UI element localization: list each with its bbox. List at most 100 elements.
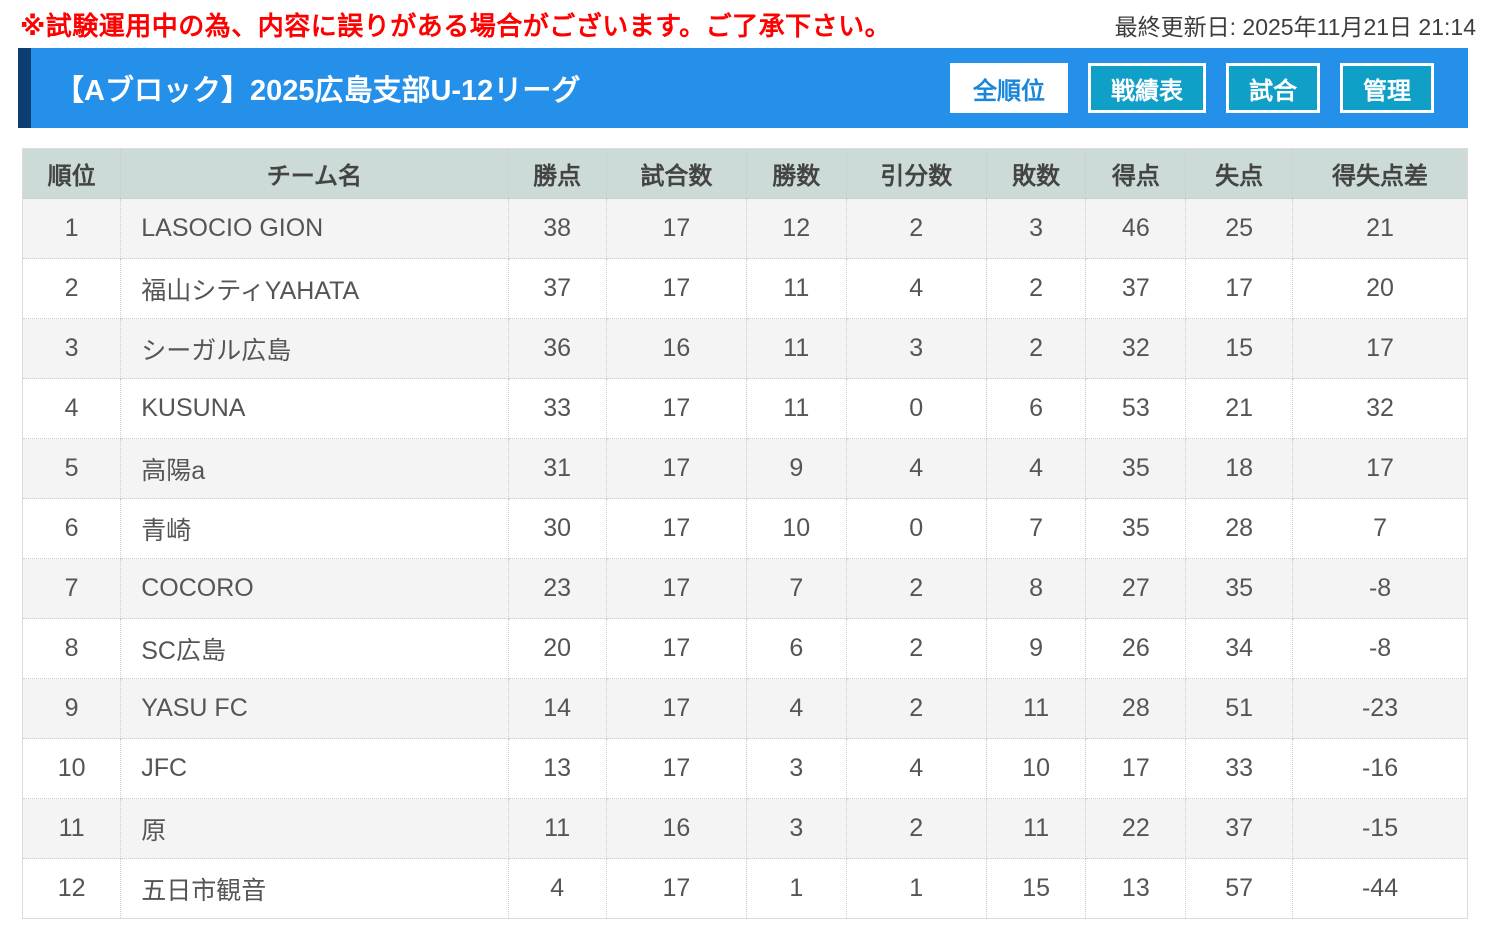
- tab-all-rankings[interactable]: 全順位: [950, 63, 1068, 113]
- stat-cell: -8: [1292, 558, 1468, 619]
- rank-cell: 8: [21, 618, 122, 679]
- league-title-bar: 【Aブロック】2025広島支部U-12リーグ 全順位 戦績表 試合 管理: [18, 48, 1468, 128]
- stat-cell: 4: [745, 678, 847, 739]
- stat-cell: 7: [745, 558, 847, 619]
- stat-cell: 32: [1085, 318, 1187, 379]
- column-header: 引分数: [845, 148, 987, 199]
- rank-cell: 10: [21, 738, 122, 799]
- stat-cell: 17: [605, 258, 747, 319]
- stat-cell: 2: [845, 798, 987, 859]
- stat-cell: 6: [745, 618, 847, 679]
- stat-cell: 17: [605, 558, 747, 619]
- stat-cell: 17: [605, 678, 747, 739]
- column-header: 失点: [1185, 148, 1294, 199]
- stat-cell: 46: [1085, 198, 1187, 259]
- stat-cell: 57: [1185, 858, 1294, 919]
- table-row: 10 JFC 13 17 3 4 10 17 33 -16: [21, 738, 1468, 799]
- stat-cell: 17: [605, 858, 747, 919]
- stat-cell: 8: [985, 558, 1087, 619]
- rank-cell: 1: [21, 198, 122, 259]
- column-header: 敗数: [985, 148, 1087, 199]
- stat-cell: 0: [845, 498, 987, 559]
- team-name-cell: 高陽a: [120, 438, 509, 499]
- stat-cell: 11: [745, 378, 847, 439]
- stat-cell: 2: [845, 678, 987, 739]
- stat-cell: 10: [745, 498, 847, 559]
- table-row: 9 YASU FC 14 17 4 2 11 28 51 -23: [21, 678, 1468, 739]
- table-row: 2 福山シティYAHATA 37 17 11 4 2 37 17 20: [21, 258, 1468, 319]
- header-row: 順位 チーム名 勝点 試合数 勝数 引分数 敗数 得点 失点 得失点差: [21, 148, 1468, 199]
- team-name-cell: KUSUNA: [120, 378, 509, 439]
- stat-cell: 15: [985, 858, 1087, 919]
- stat-cell: 3: [745, 738, 847, 799]
- column-header: 順位: [21, 148, 122, 199]
- page-title: 【Aブロック】2025広島支部U-12リーグ: [55, 75, 581, 107]
- stat-cell: 11: [985, 798, 1087, 859]
- team-name-cell: COCORO: [120, 558, 509, 619]
- tab-matches[interactable]: 試合: [1226, 63, 1320, 113]
- table-row: 1 LASOCIO GION 38 17 12 2 3 46 25 21: [21, 198, 1468, 259]
- stat-cell: 14: [507, 678, 607, 739]
- team-name-cell: YASU FC: [120, 678, 509, 739]
- stat-cell: 35: [1085, 438, 1187, 499]
- column-header: 試合数: [605, 148, 747, 199]
- stat-cell: 17: [1292, 318, 1468, 379]
- stat-cell: 11: [745, 258, 847, 319]
- stat-cell: 16: [605, 318, 747, 379]
- stat-cell: 28: [1185, 498, 1294, 559]
- rank-cell: 2: [21, 258, 122, 319]
- stat-cell: 4: [507, 858, 607, 919]
- team-name-cell: 福山シティYAHATA: [120, 258, 509, 319]
- stat-cell: 2: [845, 558, 987, 619]
- stat-cell: 21: [1292, 198, 1468, 259]
- stat-cell: 16: [605, 798, 747, 859]
- table-row: 8 SC広島 20 17 6 2 9 26 34 -8: [21, 618, 1468, 679]
- tab-results-grid[interactable]: 戦績表: [1088, 63, 1206, 113]
- rank-cell: 12: [21, 858, 122, 919]
- stat-cell: -15: [1292, 798, 1468, 859]
- rank-cell: 11: [21, 798, 122, 859]
- stat-cell: 10: [985, 738, 1087, 799]
- column-header: 得点: [1085, 148, 1187, 199]
- stat-cell: 9: [745, 438, 847, 499]
- stat-cell: 27: [1085, 558, 1187, 619]
- rank-cell: 5: [21, 438, 122, 499]
- stat-cell: 3: [985, 198, 1087, 259]
- stat-cell: 4: [985, 438, 1087, 499]
- stat-cell: 17: [605, 618, 747, 679]
- stat-cell: 2: [985, 258, 1087, 319]
- stat-cell: 2: [845, 618, 987, 679]
- table-row: 11 原 11 16 3 2 11 22 37 -15: [21, 798, 1468, 859]
- stat-cell: 32: [1292, 378, 1468, 439]
- stat-cell: 3: [845, 318, 987, 379]
- stat-cell: 17: [605, 738, 747, 799]
- team-name-cell: JFC: [120, 738, 509, 799]
- table-row: 7 COCORO 23 17 7 2 8 27 35 -8: [21, 558, 1468, 619]
- stat-cell: 51: [1185, 678, 1294, 739]
- table-row: 6 青崎 30 17 10 0 7 35 28 7: [21, 498, 1468, 559]
- top-strip: ※試験運用中の為、内容に誤りがある場合がございます。ご了承下さい。 最終更新日:…: [0, 0, 1490, 44]
- stat-cell: 1: [745, 858, 847, 919]
- team-name-cell: 原: [120, 798, 509, 859]
- standings-table-body: 1 LASOCIO GION 38 17 12 2 3 46 25 21 2 福山シティYAHATA 3…: [21, 198, 1468, 919]
- rank-cell: 7: [21, 558, 122, 619]
- team-name-cell: LASOCIO GION: [120, 198, 509, 259]
- stat-cell: 4: [845, 438, 987, 499]
- stat-cell: 6: [985, 378, 1087, 439]
- stat-cell: 12: [745, 198, 847, 259]
- stat-cell: 17: [1085, 738, 1187, 799]
- stat-cell: 11: [985, 678, 1087, 739]
- team-name-cell: 五日市観音: [120, 858, 509, 919]
- tab-admin[interactable]: 管理: [1340, 63, 1434, 113]
- stat-cell: 35: [1185, 558, 1294, 619]
- rank-cell: 3: [21, 318, 122, 379]
- stat-cell: 13: [1085, 858, 1187, 919]
- stat-cell: 17: [605, 498, 747, 559]
- rank-cell: 9: [21, 678, 122, 739]
- table-row: 4 KUSUNA 33 17 11 0 6 53 21 32: [21, 378, 1468, 439]
- stat-cell: 11: [745, 318, 847, 379]
- stat-cell: -44: [1292, 858, 1468, 919]
- view-tabs: 全順位 戦績表 試合 管理: [950, 63, 1434, 113]
- stat-cell: 34: [1185, 618, 1294, 679]
- table-row: 3 シーガル広島 36 16 11 3 2 32 15 17: [21, 318, 1468, 379]
